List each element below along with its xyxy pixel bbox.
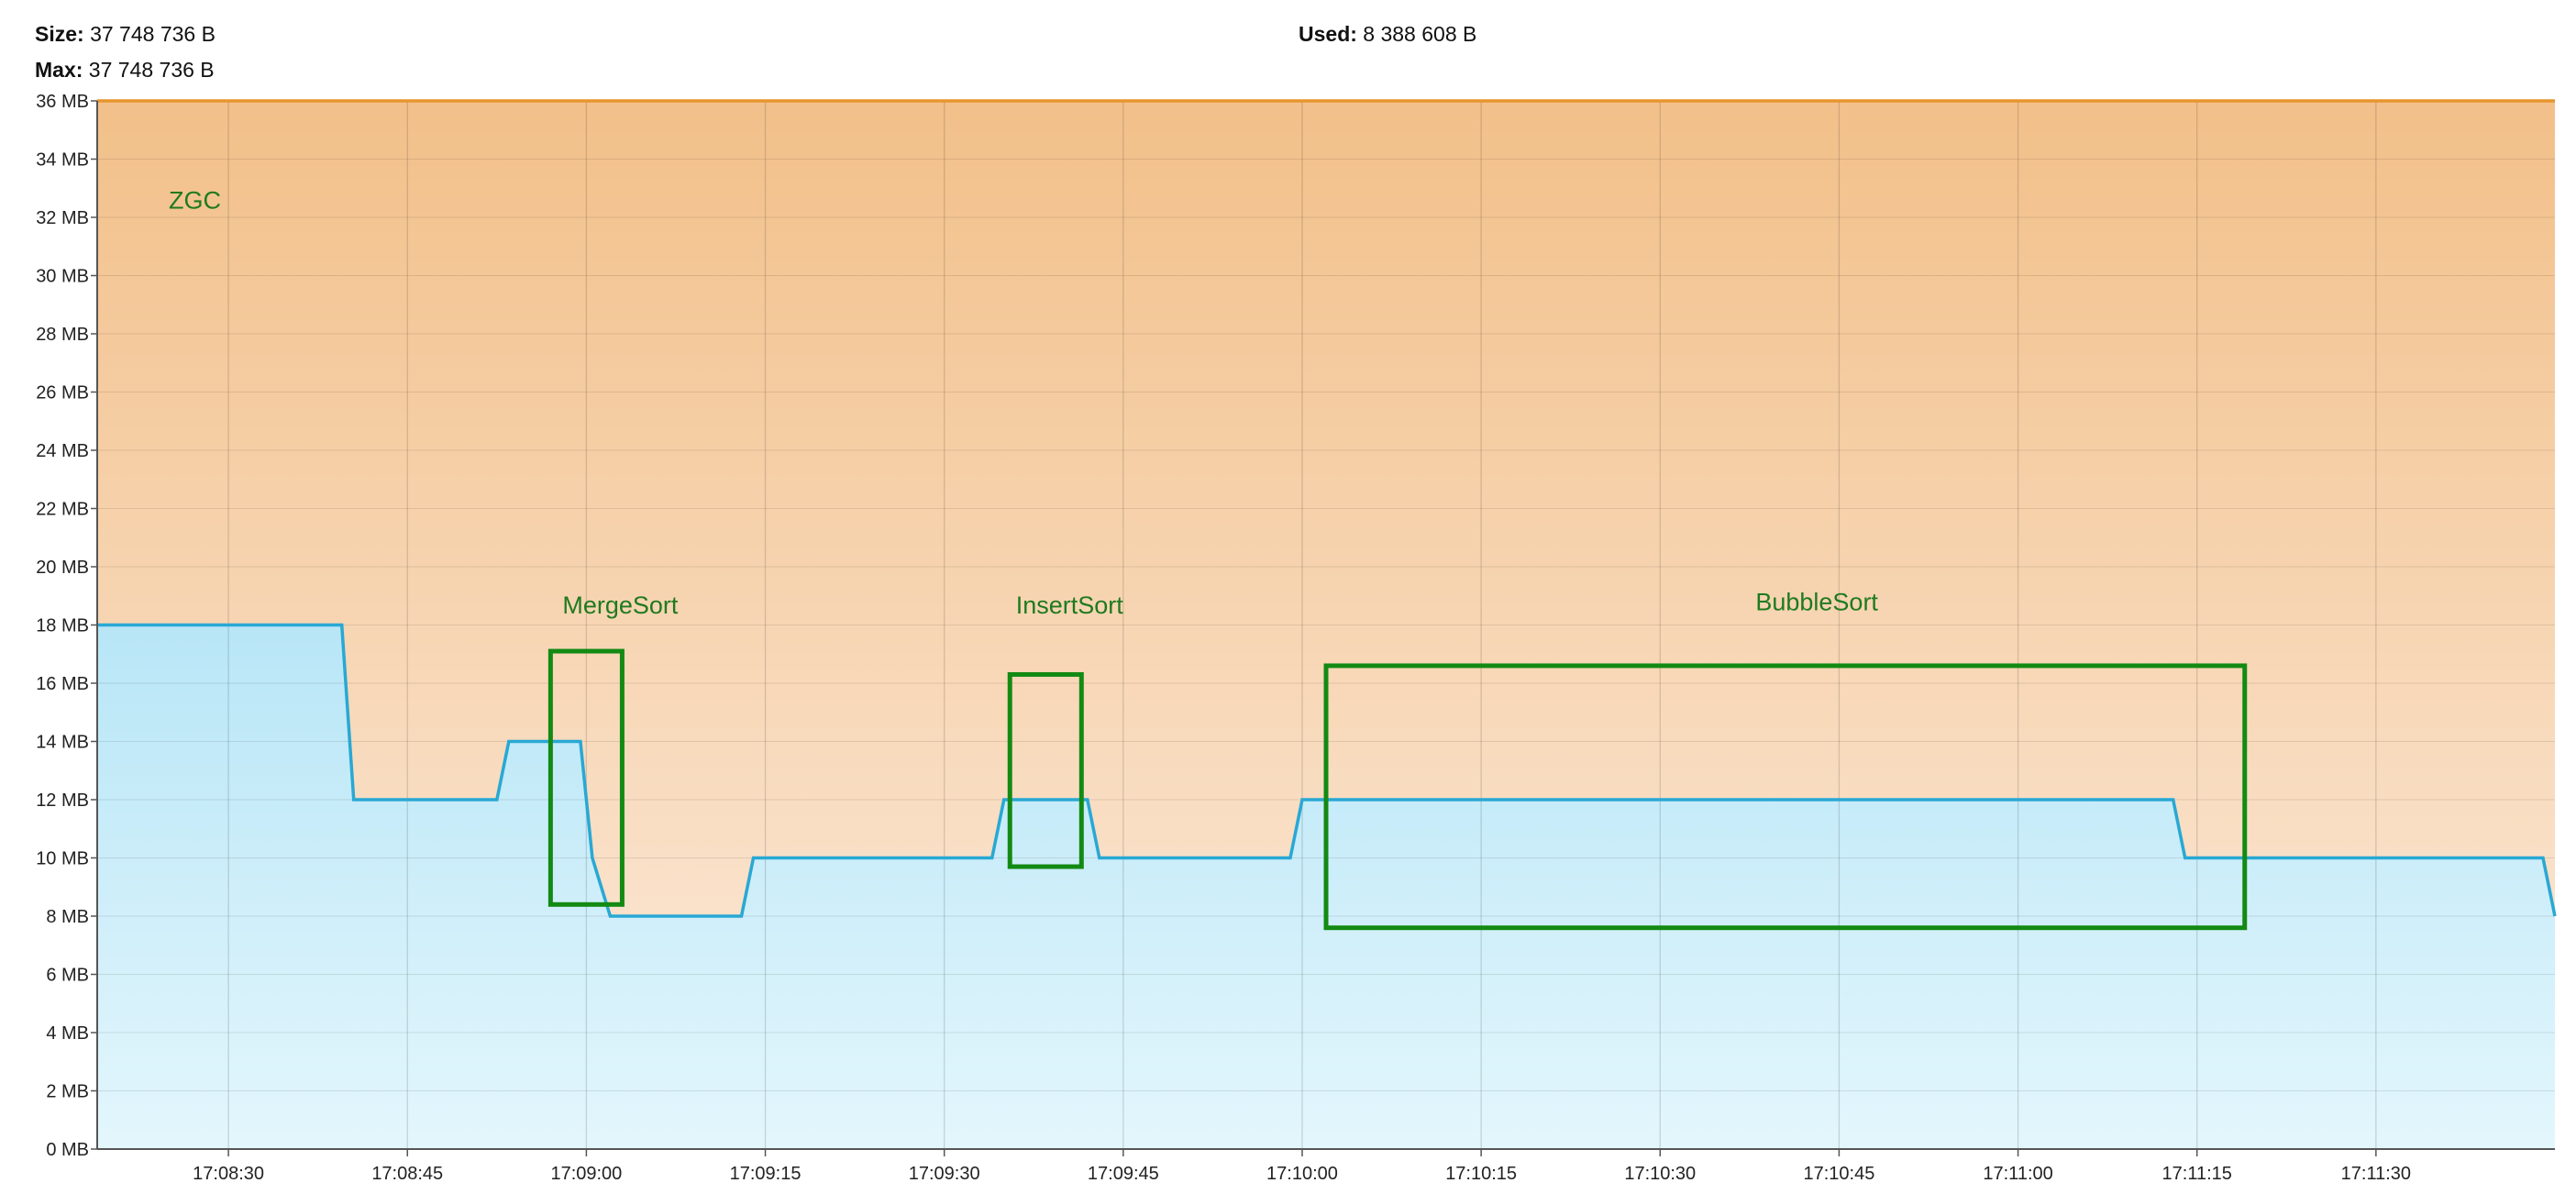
insertsort-annotation: InsertSort (1016, 592, 1124, 619)
size-value: 37 748 736 B (90, 22, 216, 46)
zgc-annotation: ZGC (169, 186, 221, 214)
y-tick-label: 6 MB (46, 966, 89, 986)
x-tick-label: 17:09:15 (730, 1164, 802, 1183)
x-tick-label: 17:11:15 (2162, 1164, 2232, 1183)
x-tick-label: 17:09:45 (1088, 1164, 1159, 1183)
used-readout: Used: 8 388 608 B (1299, 22, 1476, 47)
y-tick-label: 18 MB (36, 616, 89, 636)
y-tick-label: 36 MB (36, 92, 89, 112)
highlight-boxes (547, 648, 2248, 931)
mergesort-annotation: MergeSort (562, 592, 679, 619)
x-tick-label: 17:10:15 (1445, 1164, 1517, 1183)
series-lines (97, 99, 2557, 918)
y-tick-label: 0 MB (46, 1140, 89, 1160)
y-tick-label: 34 MB (36, 150, 89, 171)
used-label: Used: (1299, 22, 1357, 46)
x-tick-label: 17:10:45 (1803, 1164, 1874, 1183)
y-tick-label: 4 MB (46, 1023, 89, 1044)
bubblesort-annotation: BubbleSort (1755, 589, 1878, 616)
mergesort-highlight-box (547, 648, 625, 907)
x-tick-label: 17:09:00 (550, 1164, 622, 1183)
bubblesort-highlight-box (1323, 663, 2248, 931)
x-tick-label: 17:10:30 (1624, 1164, 1696, 1183)
x-tick-label: 17:08:30 (193, 1164, 264, 1183)
x-tick-label: 17:08:45 (371, 1164, 443, 1183)
y-tick-label: 12 MB (36, 791, 89, 811)
y-tick-label: 2 MB (46, 1082, 89, 1102)
x-tick-label: 17:11:30 (2341, 1164, 2411, 1183)
y-tick-label: 30 MB (36, 267, 89, 287)
y-tick-label: 8 MB (46, 907, 89, 927)
y-tick-label: 10 MB (36, 849, 89, 869)
used-value: 8 388 608 B (1363, 22, 1477, 46)
y-tick-label: 26 MB (36, 383, 89, 404)
x-tick-label: 17:11:00 (1983, 1164, 2052, 1183)
max-label: Max: (35, 58, 83, 82)
max-readout: Max: 37 748 736 B (35, 58, 215, 83)
y-tick-label: 28 MB (36, 325, 89, 345)
x-tick-label: 17:10:00 (1266, 1164, 1338, 1183)
y-tick-label: 22 MB (36, 500, 89, 520)
x-tick-label: 17:09:30 (909, 1164, 980, 1183)
y-tick-label: 14 MB (36, 733, 89, 753)
size-readout: Size: 37 748 736 B (35, 22, 216, 47)
y-tick-label: 20 MB (36, 558, 89, 578)
size-label: Size: (35, 22, 84, 46)
y-tick-label: 32 MB (36, 208, 89, 228)
y-tick-label: 16 MB (36, 674, 89, 694)
y-tick-label: 24 MB (36, 441, 89, 461)
axes: 0 MB 2 MB 4 MB 6 MB 8 MB 10 MB 12 MB 14 MB 16 MB… (36, 92, 2555, 1183)
annotations: ZGC MergeSort InsertSort BubbleSort (169, 186, 1878, 618)
insertsort-highlight-box (1007, 671, 1084, 869)
max-value: 37 748 736 B (88, 58, 215, 82)
used-line (97, 623, 2557, 918)
